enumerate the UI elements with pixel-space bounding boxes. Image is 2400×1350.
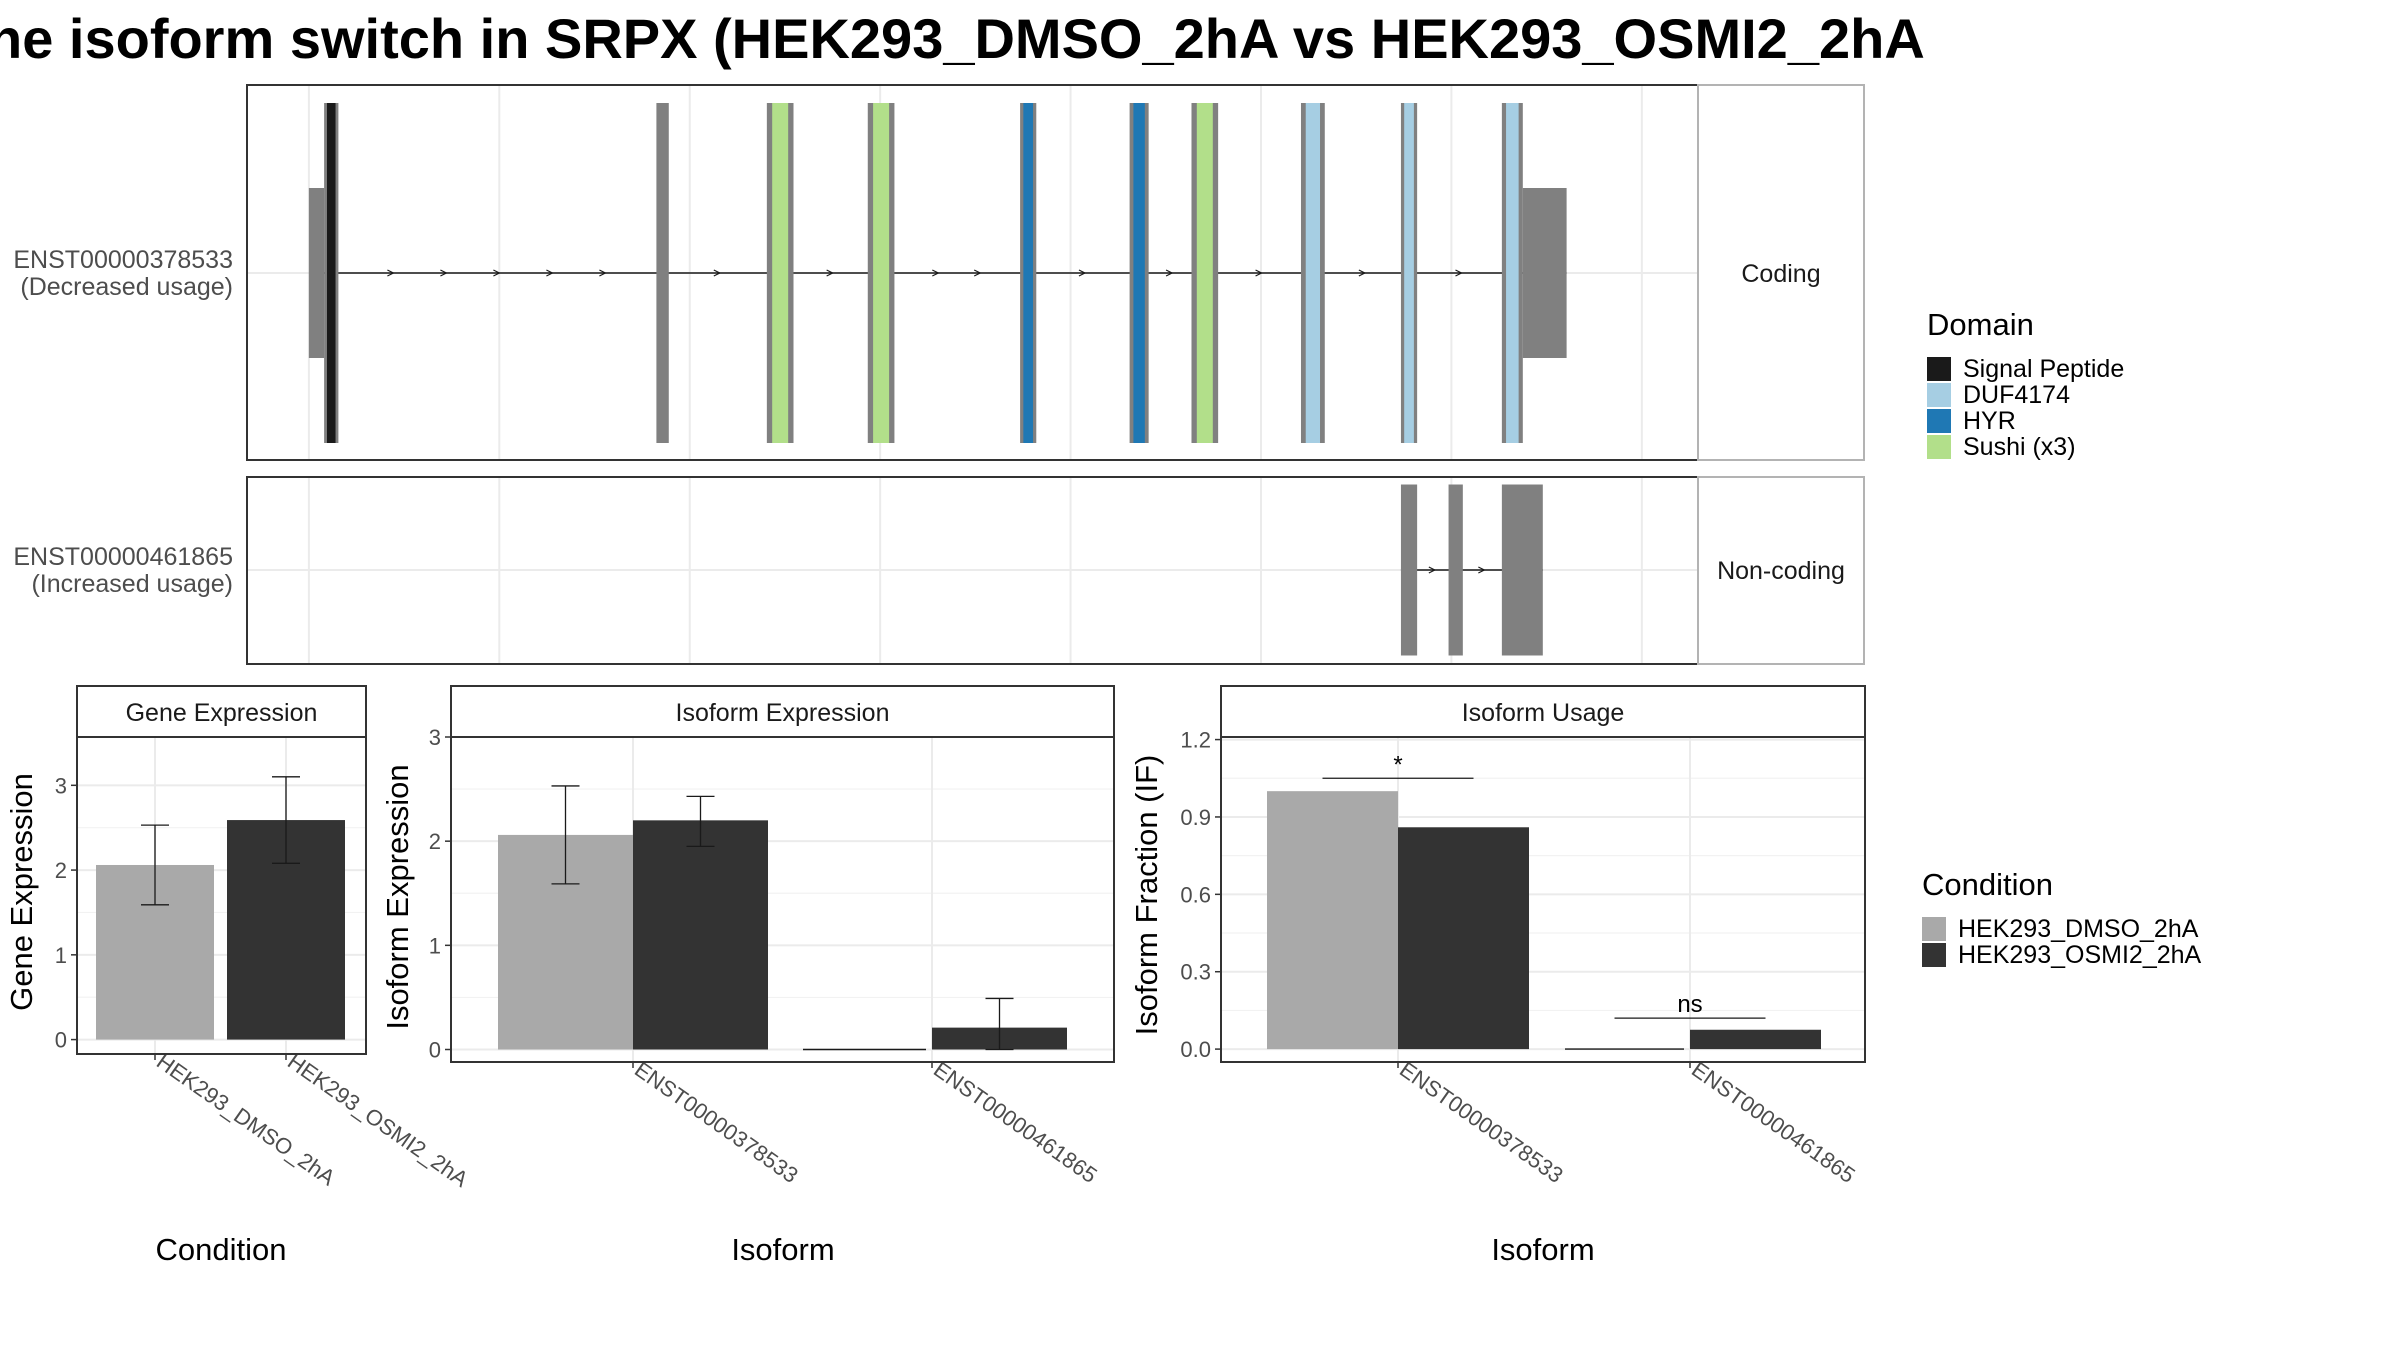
y-axis-title: Isoform Expression <box>380 764 415 1029</box>
bar-panel: 0 1 2 3 ENST00000378533 ENST00000461865 Isofor… <box>380 685 1115 1267</box>
y-tick-label: 3 <box>429 725 441 750</box>
significance-label: ns <box>1677 991 1702 1018</box>
legend-label: Signal Peptide <box>1963 355 2124 383</box>
intron-arrow <box>1455 269 1463 277</box>
y-axis-title: Gene Expression <box>4 773 39 1011</box>
panel-strip-label: Isoform Usage <box>1462 699 1625 727</box>
x-tick-label: ENST00000378533 <box>1395 1057 1568 1188</box>
legend-key <box>1927 383 1951 407</box>
intron-arrow <box>1478 566 1486 574</box>
exon <box>1501 484 1543 656</box>
transcript-id-label: ENST00000461865 <box>13 543 233 571</box>
category-strip <box>1697 476 1865 665</box>
legend-title: Condition <box>1922 867 2053 902</box>
y-tick-label: 0.0 <box>1180 1037 1211 1062</box>
y-axis-title: Isoform Fraction (IF) <box>1129 755 1164 1036</box>
x-tick-label: ENST00000461865 <box>1687 1057 1860 1188</box>
isoform-structure-panel: Coding ENST00000378533(Decreased usage) No… <box>13 84 1865 665</box>
intron-arrow <box>1428 566 1437 574</box>
legend-key <box>1927 357 1951 381</box>
panel-strip-label: Isoform Expression <box>676 699 890 727</box>
legend-label: HEK293_DMSO_2hA <box>1958 915 2199 943</box>
y-tick-label: 1.2 <box>1180 728 1211 753</box>
intron-arrow <box>599 269 607 277</box>
intron-arrow <box>1255 269 1263 277</box>
y-tick-label: 2 <box>429 829 441 854</box>
exon <box>1448 484 1463 656</box>
panel-strip <box>76 685 367 738</box>
intron-arrow <box>826 269 834 277</box>
legend-title: Domain <box>1927 307 2034 342</box>
y-tick-label: 1 <box>429 933 441 958</box>
legend-label: HEK293_OSMI2_2hA <box>1958 941 2202 969</box>
legend-label: Sushi (x3) <box>1963 433 2076 461</box>
intron-arrow <box>440 269 448 277</box>
y-tick-label: 0.3 <box>1180 960 1211 985</box>
panel-strip <box>1220 685 1866 738</box>
x-tick-label: ENST00000378533 <box>630 1057 803 1188</box>
intron-arrow <box>1078 269 1087 277</box>
domain-block <box>873 103 890 443</box>
intron-arrow <box>387 269 395 277</box>
panel-strip <box>450 685 1115 738</box>
y-tick-label: 0 <box>55 1028 67 1053</box>
intron-arrow <box>973 269 982 277</box>
domain-block <box>1506 103 1519 443</box>
transcript-usage-label: (Increased usage) <box>31 570 233 598</box>
category-strip-label: Non-coding <box>1717 557 1845 585</box>
bar <box>633 820 768 1050</box>
domain-block <box>1023 103 1034 443</box>
legend-label: DUF4174 <box>1963 381 2070 409</box>
intron-arrow <box>493 269 501 277</box>
category-strip-label: Coding <box>1741 260 1820 288</box>
utr-segment <box>308 188 325 358</box>
exon <box>656 103 669 443</box>
legend-key <box>1927 435 1951 459</box>
y-tick-label: 3 <box>55 773 67 798</box>
category-strip <box>1697 84 1865 461</box>
legend-label: HYR <box>1963 407 2016 435</box>
y-tick-label: 2 <box>55 858 67 883</box>
legend-key <box>1922 943 1946 967</box>
transcript-usage-label: (Decreased usage) <box>20 273 233 301</box>
intron-arrow <box>713 269 722 277</box>
intron-arrow <box>546 269 554 277</box>
domain-block <box>1196 103 1213 443</box>
intron-arrow <box>1165 269 1174 277</box>
plot-title: he isoform switch in SRPX (HEK293_DMSO_2… <box>0 7 1925 70</box>
y-tick-label: 0.9 <box>1180 805 1211 830</box>
x-tick-label: ENST00000461865 <box>929 1057 1102 1188</box>
x-axis-title: Isoform <box>731 1232 834 1267</box>
panel-strip-label: Gene Expression <box>126 699 318 727</box>
transcript-id-label: ENST00000378533 <box>13 246 233 274</box>
legend-key <box>1922 917 1946 941</box>
x-axis-title: Condition <box>156 1232 287 1267</box>
x-axis-title: Isoform <box>1491 1232 1594 1267</box>
domain-block <box>326 103 336 443</box>
bar <box>1690 1029 1821 1050</box>
domain-block <box>772 103 789 443</box>
y-tick-label: 0.6 <box>1180 882 1211 907</box>
significance-label: * <box>1393 751 1402 778</box>
bar-panel: 0.0 0.3 0.6 0.9 1.2 ENST00000378533 ENST000004… <box>1129 685 1866 1267</box>
y-tick-label: 1 <box>55 943 67 968</box>
expression-panels: 0123HEK293_DMSO_2hAHEK293_OSMI2_2hAGene … <box>4 685 1866 1267</box>
legend-key <box>1927 409 1951 433</box>
y-tick-label: 0 <box>429 1038 441 1063</box>
utr-segment <box>1522 188 1567 358</box>
domain-block <box>1404 103 1414 443</box>
bar <box>1267 791 1398 1050</box>
intron-arrow <box>932 269 940 277</box>
bar <box>1398 827 1529 1050</box>
intron-arrow <box>1358 269 1367 277</box>
domain-block <box>1305 103 1321 443</box>
exon <box>1400 484 1418 656</box>
domain-block <box>1133 103 1145 443</box>
